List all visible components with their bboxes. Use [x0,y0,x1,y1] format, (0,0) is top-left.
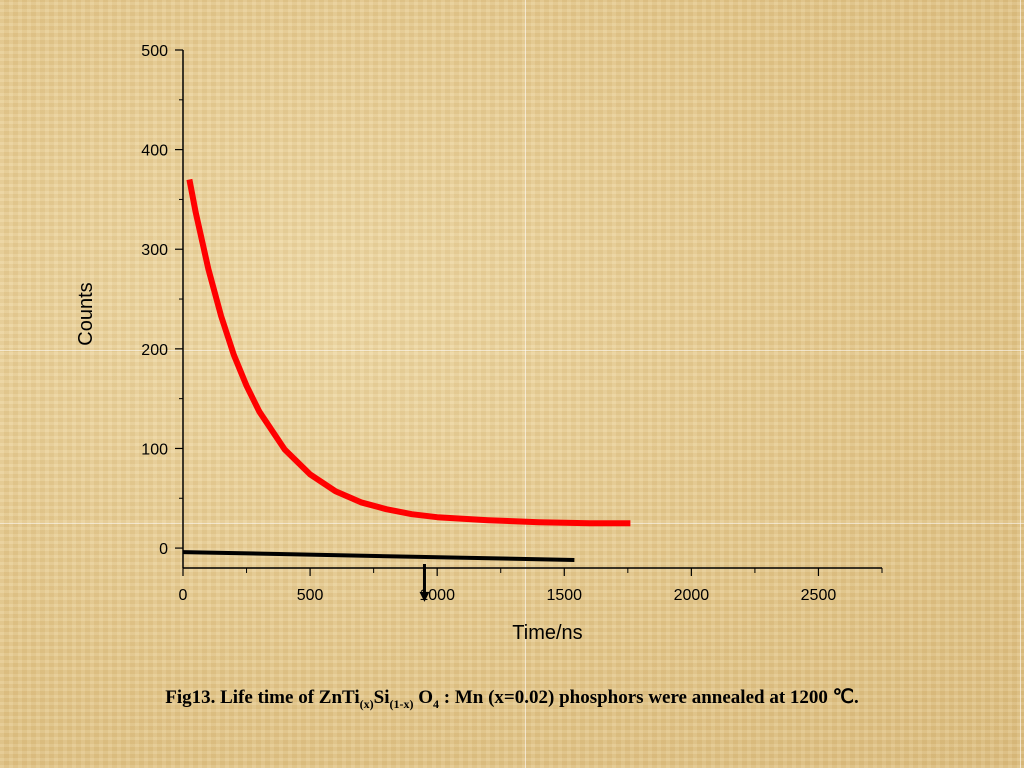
y-tick-label: 100 [141,441,168,458]
y-tick-label: 0 [159,541,168,558]
y-axis-title: Counts [75,282,97,345]
axes [182,50,882,569]
y-tick-label: 500 [141,43,168,60]
x-tick-label: 1000 [419,587,455,604]
lifetime-chart: 0 100 200 300 400 500 0 500 1000 1500 2000 2500 Tim… [75,43,883,644]
x-tick-label: 1500 [546,587,582,604]
y-tick-label: 400 [141,143,168,160]
caption-subscript: (x) [359,696,374,711]
y-tick-label: 200 [141,342,168,359]
decay-curve [186,178,631,527]
x-tick-label: 2500 [801,587,837,604]
caption-subscript: (1-x) [389,696,414,711]
caption-text: O [413,687,434,708]
x-tick-label: 500 [297,587,324,604]
annotations [419,564,430,602]
caption-subscript: 4 [433,696,440,711]
texture-seam [1020,0,1021,768]
caption-text: Fig13. Life time of ZnTi [165,687,360,708]
caption-text: Si [373,687,390,708]
x-tick-label: 2000 [674,587,710,604]
series [182,178,631,562]
arrow-head [419,591,430,602]
y-tick-label: 300 [141,242,168,259]
texture-seam [525,0,526,768]
x-tick-label: 0 [179,587,188,604]
texture-seam [0,350,1024,351]
caption-text: : Mn (x=0.02) phosphors were annealed at… [439,687,859,708]
x-axis-title: Time/ns [512,622,582,644]
baseline-line [182,550,575,562]
figure-caption: Fig13. Life time of ZnTi(x)Si(1-x) O4 : … [0,686,1024,712]
ticks: 0 100 200 300 400 500 0 500 1000 1500 2000 2500 [141,43,883,604]
